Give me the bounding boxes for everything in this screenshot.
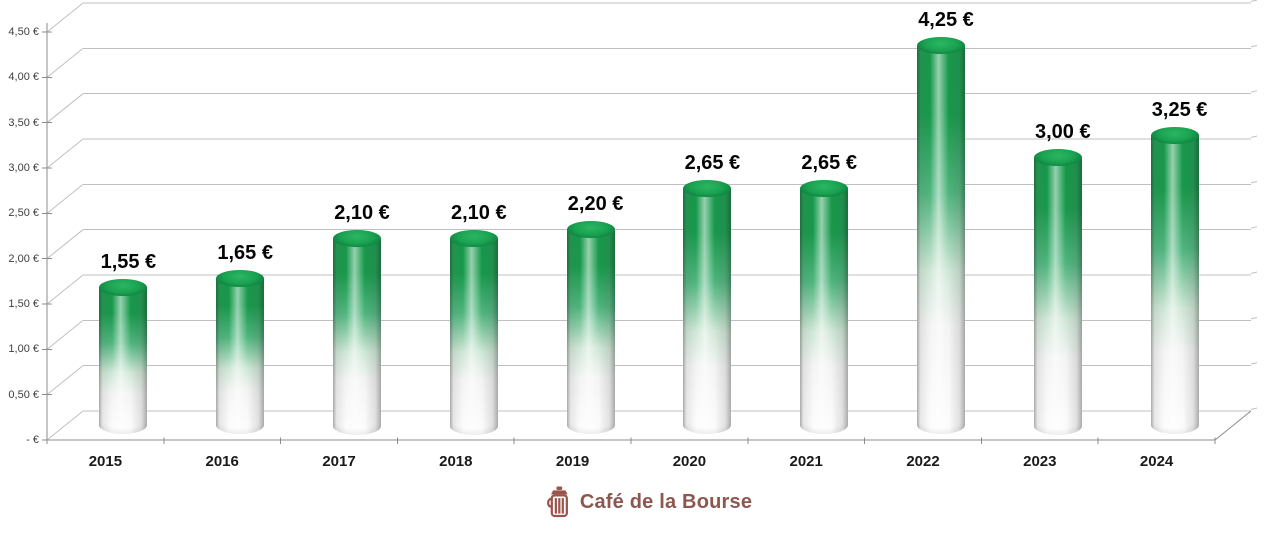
y-axis-label: 0,50 € [8,388,39,401]
right-tick [1250,135,1258,139]
bar-value-label: 1,65 € [217,241,273,264]
bar-cylinder-2015 [99,287,148,435]
bar-cylinder-2023 [1033,157,1082,435]
bar-value-label: 1,55 € [100,250,157,273]
bar-cylinder-2018 [449,238,498,435]
gridline-diagonal [46,319,84,350]
bar-cap-2019 [566,220,615,238]
bar-cap-2023 [1033,149,1082,166]
x-axis-label: 2023 [1023,453,1057,470]
bar-value-label: 2,65 € [801,152,857,175]
bar-cylinder-2016 [216,278,265,435]
bar-cap-2022 [917,37,965,55]
right-tick [1250,90,1258,93]
logo-text: Café de la Bourse [579,491,753,513]
bar-cap-2016 [216,269,265,287]
y-axis-label: 3,00 € [8,162,39,174]
bar-value-label: 2,20 € [567,192,624,215]
gridline-diagonal [46,93,84,124]
right-tick [1250,44,1258,48]
bar-cap-2020 [683,180,732,198]
gridline-diagonal [46,365,84,396]
bar-cylinder-2019 [566,229,615,435]
right-tick [1250,0,1258,3]
x-axis-label: 2022 [906,453,940,470]
bar-value-label: 3,00 € [1034,121,1091,143]
cafe-de-la-bourse-logo: Café de la Bourse [546,486,752,519]
bar-cylinder-2020 [683,188,732,435]
gridline-diagonal [46,410,84,441]
y-axis-label: 2,00 € [8,252,39,265]
bar-cylinder-2024 [1150,135,1199,435]
y-axis-label: 4,00 € [8,71,39,84]
x-axis-label: 2021 [789,453,823,470]
gridline-diagonal [46,183,84,214]
bar-value-label: 3,25 € [1151,98,1208,121]
gridline-diagonal [46,138,84,169]
right-tick [1250,226,1258,229]
gridline-diagonal [46,229,84,260]
bar-value-label: 2,65 € [684,152,741,175]
right-tick [1250,180,1258,184]
gridline-diagonal [46,47,84,78]
x-axis-label: 2017 [322,453,356,470]
y-axis-label: 1,00 € [8,343,39,356]
bar-cap-2021 [800,180,849,198]
right-tick [1250,271,1258,274]
floor-right-edge [1214,410,1252,441]
x-axis-label: 2015 [88,453,123,470]
bar-cylinder-2022 [917,45,965,435]
y-axis-label: - € [26,434,39,446]
right-tick [1250,316,1258,320]
bar-cap-2015 [99,278,148,296]
x-axis-label: 2019 [555,453,590,470]
y-axis-label: 3,50 € [8,116,39,129]
right-tick [1250,407,1258,410]
coffee-press-icon [547,486,568,518]
y-axis-label: 4,50 € [8,26,39,38]
x-axis-label: 2016 [205,453,239,470]
gridline-diagonal [46,274,84,305]
y-axis-label: 2,50 € [8,207,39,220]
x-axis-label: 2024 [1139,453,1174,470]
gridline-diagonal [46,2,84,33]
bar-value-label: 4,25 € [918,9,974,32]
bar-cap-2018 [449,229,498,247]
bar-value-label: 2,10 € [334,201,390,224]
x-axis-label: 2018 [439,453,473,470]
bar-cylinder-2017 [333,238,381,435]
bar-cap-2017 [333,229,381,247]
bar-cylinder-2021 [800,188,849,435]
y-axis-label: 1,50 € [8,298,39,310]
bar-value-label: 2,10 € [450,201,507,224]
x-axis-label: 2020 [672,453,707,470]
right-tick [1250,362,1258,365]
bar-cap-2024 [1150,126,1199,144]
